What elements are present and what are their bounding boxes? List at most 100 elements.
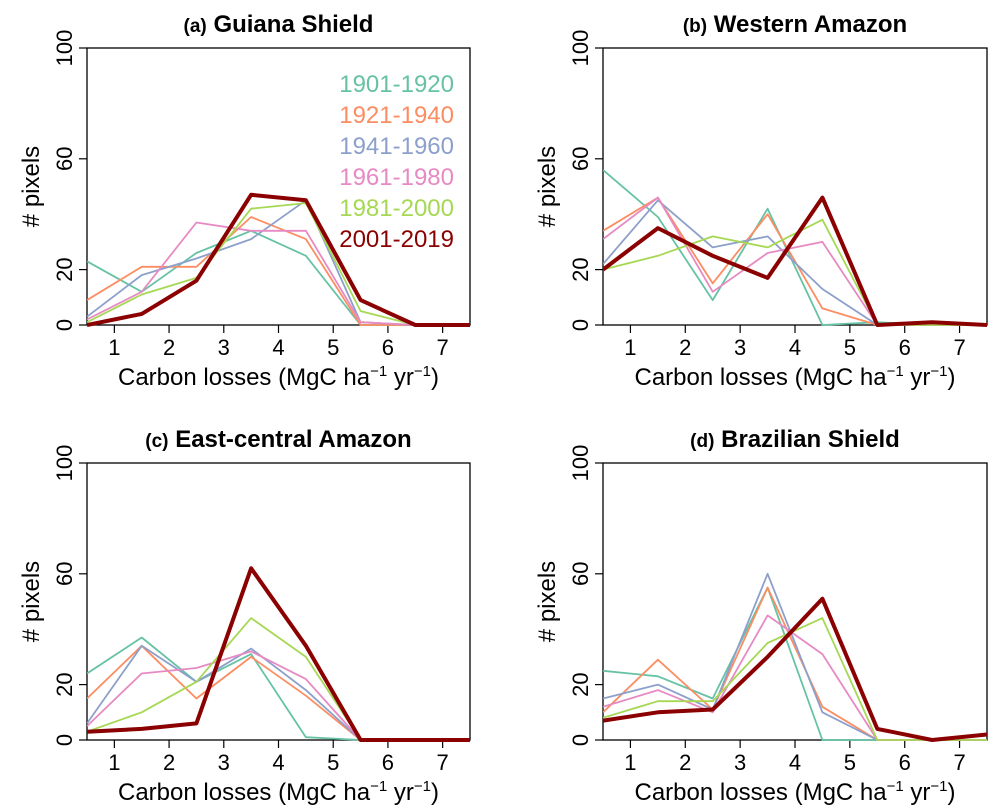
x-axis-label-text: Carbon losses (MgC ha bbox=[118, 364, 371, 391]
x-tick-label: 3 bbox=[734, 335, 746, 360]
y-tick-label: 60 bbox=[568, 562, 593, 586]
x-tick-label: 1 bbox=[624, 335, 636, 360]
x-axis-label-unit: yr bbox=[387, 779, 414, 805]
legend-entry: 1981-2000 bbox=[339, 195, 454, 222]
panel-label: (b) bbox=[683, 16, 707, 37]
x-tick-label: 2 bbox=[679, 335, 691, 360]
series-line-1901-1920 bbox=[87, 636, 470, 741]
y-tick-label: 0 bbox=[52, 319, 77, 331]
x-axis-label-exponent: −1 bbox=[887, 778, 904, 795]
y-tick-label: 0 bbox=[52, 734, 77, 746]
y-tick-label: 60 bbox=[52, 562, 77, 586]
x-tick-label: 2 bbox=[163, 750, 175, 775]
series-line-2001-2019 bbox=[87, 192, 470, 327]
x-tick-label: 6 bbox=[899, 335, 911, 360]
panel-title: (d) Brazilian Shield bbox=[690, 426, 900, 453]
plot-frame bbox=[602, 47, 988, 326]
series-line-1961-1980 bbox=[87, 221, 470, 326]
y-tick-label: 0 bbox=[568, 734, 593, 746]
x-axis-label-unit: yr bbox=[387, 364, 414, 391]
x-axis-label-exponent: −1 bbox=[414, 363, 431, 380]
x-axis-label-exponent: −1 bbox=[887, 363, 904, 380]
x-axis-label-exponent: −1 bbox=[370, 363, 387, 380]
series-line-1981-2000 bbox=[603, 218, 987, 326]
plot-frame bbox=[86, 462, 471, 741]
x-tick-label: 4 bbox=[272, 335, 284, 360]
series-line-1981-2000 bbox=[603, 617, 987, 741]
panel-title-text: Guiana Shield bbox=[213, 11, 373, 38]
x-tick-label: 3 bbox=[218, 335, 230, 360]
x-tick-label: 1 bbox=[108, 335, 120, 360]
x-tick-label: 4 bbox=[789, 750, 801, 775]
y-tick-label: 0 bbox=[568, 319, 593, 331]
y-tick-label: 20 bbox=[568, 257, 593, 281]
x-tick-label: 6 bbox=[382, 750, 394, 775]
series-line-1921-1940 bbox=[87, 644, 470, 741]
series-line-1981-2000 bbox=[87, 617, 470, 741]
legend-entry: 1921-1940 bbox=[339, 102, 454, 129]
series-group bbox=[603, 572, 987, 742]
x-axis-label-exponent: −1 bbox=[930, 778, 947, 795]
x-axis-label-text: Carbon losses (MgC ha bbox=[635, 779, 888, 805]
x-tick-label: 2 bbox=[163, 335, 175, 360]
series-group bbox=[87, 192, 470, 327]
y-tick-label: 60 bbox=[52, 147, 77, 171]
y-tick-label: 100 bbox=[568, 445, 593, 482]
x-tick-label: 5 bbox=[844, 750, 856, 775]
y-tick-label: 100 bbox=[52, 30, 77, 67]
x-tick-label: 1 bbox=[108, 750, 120, 775]
y-tick-label: 100 bbox=[568, 30, 593, 67]
x-tick-label: 3 bbox=[218, 750, 230, 775]
x-tick-label: 5 bbox=[844, 335, 856, 360]
x-axis-label-exponent: −1 bbox=[930, 363, 947, 380]
y-tick-label: 20 bbox=[52, 257, 77, 281]
panel-3: (c) East-central Amazon 0 20 60 100 1 2 3 4 5 6 7 # … bbox=[18, 426, 471, 805]
x-axis-label: Carbon losses (MgC ha−1 yr−1) bbox=[635, 363, 956, 391]
y-axis-label: # pixels bbox=[534, 146, 561, 227]
legend-entry: 2001-2019 bbox=[339, 226, 454, 253]
y-axis-label: # pixels bbox=[534, 561, 561, 642]
panel-2: (b) Western Amazon 0 20 60 100 1 2 3 4 5 6 7 # pixel… bbox=[534, 11, 988, 391]
x-tick-label: 6 bbox=[382, 335, 394, 360]
panel-1: (a) Guiana Shield 0 20 60 100 1 2 3 4 5 6 7 # pixels… bbox=[18, 11, 471, 391]
x-tick-label: 1 bbox=[624, 750, 636, 775]
series-line-2001-2019 bbox=[603, 195, 987, 327]
legend-entry: 1941-1960 bbox=[339, 133, 454, 160]
x-tick-label: 4 bbox=[272, 750, 284, 775]
y-tick-label: 20 bbox=[52, 672, 77, 696]
panel-title: (c) East-central Amazon bbox=[145, 426, 411, 453]
series-group bbox=[603, 169, 987, 327]
series-line-2001-2019 bbox=[87, 566, 470, 742]
x-axis-label-close: ) bbox=[431, 364, 439, 391]
y-axis-label: # pixels bbox=[18, 561, 45, 642]
series-line-1941-1960 bbox=[603, 199, 987, 326]
x-tick-label: 4 bbox=[789, 335, 801, 360]
x-axis-label-exponent: −1 bbox=[370, 778, 387, 795]
x-tick-label: 2 bbox=[679, 750, 691, 775]
x-axis-label-unit: yr bbox=[904, 779, 931, 805]
series-line-2001-2019 bbox=[603, 596, 987, 742]
panel-label: (d) bbox=[690, 431, 714, 452]
x-tick-label: 7 bbox=[953, 750, 965, 775]
panel-title-text: East-central Amazon bbox=[175, 426, 412, 453]
x-axis-label-text: Carbon losses (MgC ha bbox=[635, 364, 888, 391]
x-tick-label: 7 bbox=[437, 750, 449, 775]
x-axis-label-close: ) bbox=[948, 364, 956, 391]
y-axis-label: # pixels bbox=[18, 146, 45, 227]
legend-entry: 1961-1980 bbox=[339, 164, 454, 191]
series-line-1921-1940 bbox=[603, 196, 987, 326]
x-axis-label-exponent: −1 bbox=[414, 778, 431, 795]
plot-frame bbox=[602, 462, 988, 741]
panel-title-text: Brazilian Shield bbox=[721, 426, 900, 453]
series-line-1901-1920 bbox=[603, 586, 987, 741]
x-axis-label-close: ) bbox=[431, 779, 439, 805]
x-tick-label: 6 bbox=[899, 750, 911, 775]
legend-entry: 1901-1920 bbox=[339, 71, 454, 98]
x-tick-label: 5 bbox=[327, 335, 339, 360]
y-tick-label: 100 bbox=[52, 445, 77, 482]
x-axis-label-close: ) bbox=[948, 779, 956, 805]
series-line-1941-1960 bbox=[87, 644, 470, 741]
panel-title: (a) Guiana Shield bbox=[184, 11, 374, 38]
x-tick-label: 7 bbox=[953, 335, 965, 360]
